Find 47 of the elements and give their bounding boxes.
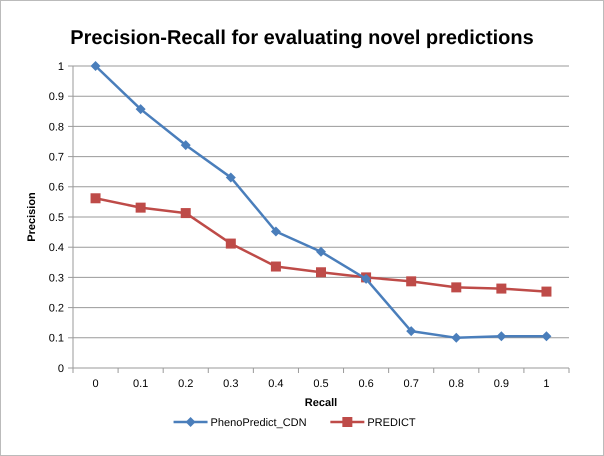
point	[136, 202, 146, 213]
point	[180, 140, 191, 150]
point	[136, 104, 146, 114]
x-tick-label: 0.3	[223, 378, 238, 390]
y-tick-label: 0.3	[48, 272, 64, 284]
y-tick-label: 0.6	[48, 182, 64, 194]
legend-label: PREDICT	[367, 416, 416, 429]
point	[226, 172, 236, 182]
x-tick-label: 0.7	[404, 378, 419, 390]
x-tick-label: 0.9	[494, 378, 510, 390]
x-axis-title: Recall	[304, 397, 338, 409]
chart-title: Precision-Recall for evaluating novel predictions	[70, 27, 534, 49]
point	[541, 286, 552, 297]
x-tick-label: 0.2	[178, 378, 194, 390]
x-tick-label: 0	[92, 378, 99, 390]
y-tick-label: 0	[58, 362, 64, 375]
x-tick-label: 0.1	[132, 378, 148, 390]
point	[270, 262, 281, 272]
x-tick-label: 0.5	[313, 378, 329, 390]
y-axis-title: Precision	[26, 192, 38, 242]
y-tick-label: 0.2	[48, 302, 64, 314]
point	[226, 238, 236, 249]
point	[541, 331, 552, 342]
y-tick-label: 0.5	[48, 212, 64, 224]
y-tick-label: 0.4	[48, 242, 64, 254]
y-tick-label: 0.1	[48, 332, 64, 345]
y-tick-label: 0.9	[48, 91, 64, 104]
point	[316, 267, 326, 278]
point	[406, 326, 416, 336]
point	[316, 246, 326, 257]
point	[496, 331, 506, 342]
point	[451, 282, 462, 292]
legend-label: PhenoPredict_CDN	[210, 416, 307, 429]
point	[180, 208, 191, 218]
y-tick-label: 0.7	[48, 151, 64, 164]
y-tick-label: 1	[58, 60, 64, 73]
point	[406, 276, 416, 286]
point	[90, 193, 101, 204]
y-tick-label: 0.8	[48, 121, 64, 134]
point	[90, 61, 101, 71]
x-tick-label: 0.8	[448, 378, 464, 390]
point	[496, 284, 506, 294]
x-tick-label: 1	[543, 378, 550, 390]
x-tick-label: 0.4	[268, 378, 284, 390]
point	[451, 332, 462, 343]
point	[270, 226, 281, 236]
x-tick-label: 0.6	[358, 378, 374, 390]
